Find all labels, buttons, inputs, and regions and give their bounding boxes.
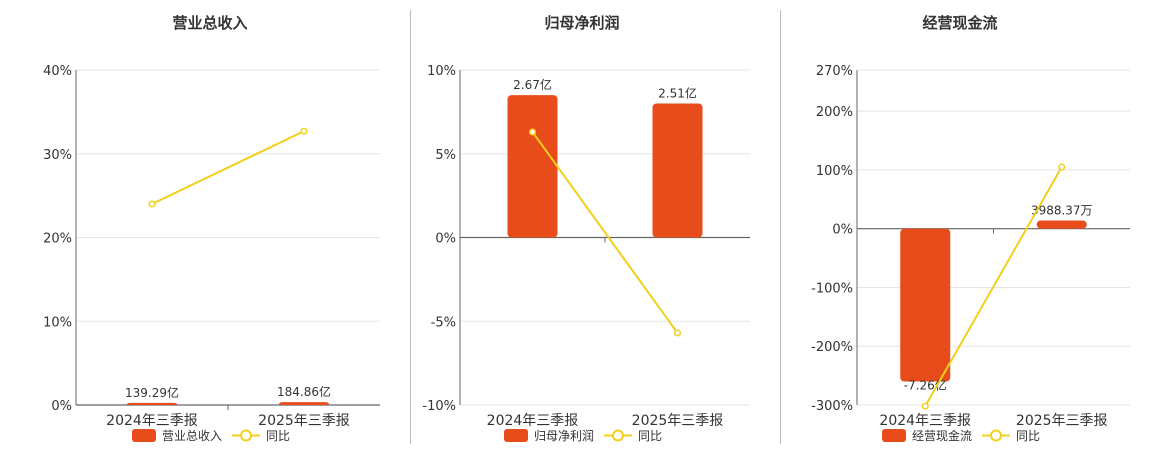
y-tick-label: 30% [43,148,72,163]
y-tick-label: -200% [811,340,853,355]
y-tick-label: 10% [427,64,456,79]
y-tick-label: 270% [816,64,853,79]
x-tick-label: 2024年三季报 [106,413,198,429]
y-tick-label: 5% [435,148,456,163]
yoy-point [300,127,308,135]
legend-bar-swatch [132,429,156,442]
x-tick-label: 2025年三季报 [258,413,350,429]
y-tick-label: -100% [811,281,853,296]
y-tick-label: 0% [435,232,456,247]
legend-bar-swatch [882,429,906,442]
bar [127,402,177,405]
yoy-line [531,131,679,334]
y-tick-label: 100% [816,164,853,179]
bar-value-label: 184.86亿 [277,384,331,399]
x-tick-label: 2024年三季报 [487,413,579,429]
yoy-point [921,402,929,410]
legend-line-marker [990,429,1002,442]
x-tick-label: 2025年三季报 [632,413,724,429]
x-tick-label: 2024年三季报 [879,413,971,429]
legend-line-marker [612,429,624,442]
bar-value-label: 2.67亿 [513,77,552,92]
legend-line-marker [240,429,252,442]
bar [900,228,951,382]
legend-line-label: 同比 [638,429,662,443]
bar [279,402,329,405]
yoy-line [924,166,1063,407]
y-tick-label: 20% [43,232,72,247]
y-tick-label: 200% [816,105,853,120]
yoy-point [673,329,682,337]
y-tick-label: -5% [431,315,456,330]
legend-line-label: 同比 [1016,429,1040,443]
y-tick-label: -300% [811,399,853,414]
bar-value-label: 139.29亿 [125,385,179,400]
yoy-point [1058,163,1066,171]
bar [507,95,558,238]
legend-line-label: 同比 [266,429,290,443]
y-tick-label: 40% [43,64,72,79]
bar [652,103,703,238]
panel-divider-2 [780,10,781,444]
y-tick-label: 10% [43,315,72,330]
bar-value-label: 2.51亿 [658,86,697,101]
bar [1036,220,1087,229]
yoy-line [151,130,305,205]
yoy-point [148,200,156,208]
chart-title-2: 归母净利润 [544,14,619,32]
chart-title-1: 营业总收入 [172,14,247,32]
legend-bar-label: 经营现金流 [912,428,972,443]
x-tick-label: 2025年三季报 [1016,413,1108,429]
bar-value-label: 3988.37万 [1031,203,1093,217]
chart-title-3: 经营现金流 [922,14,997,32]
y-tick-label: -10% [422,399,456,414]
yoy-point [528,128,537,136]
legend-bar-label: 营业总收入 [162,429,222,443]
y-tick-label: 0% [832,223,853,238]
panel-divider-1 [410,10,411,444]
legend-bar-swatch [504,429,528,442]
y-tick-label: 0% [51,399,72,414]
legend-bar-label: 归母净利润 [534,429,594,443]
